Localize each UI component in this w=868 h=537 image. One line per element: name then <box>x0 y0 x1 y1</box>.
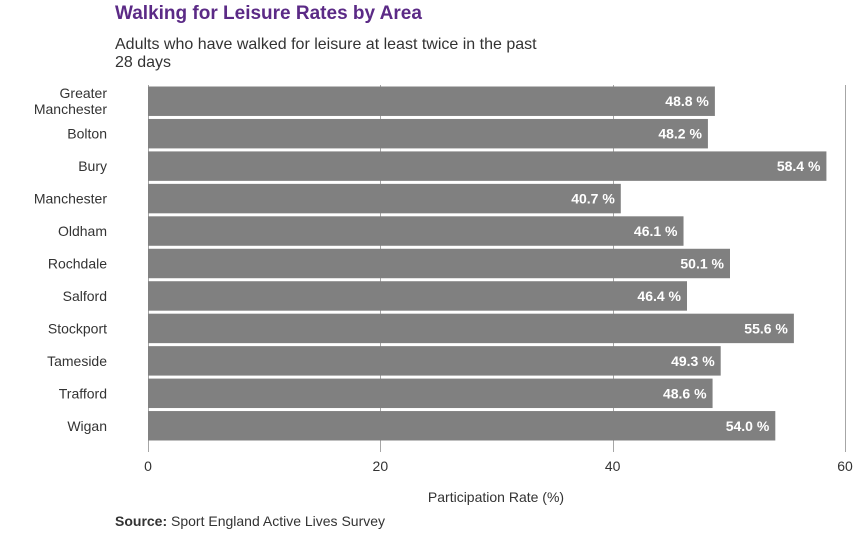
source-text: Sport England Active Lives Survey <box>167 513 386 529</box>
data-label: 58.4 % <box>777 158 821 174</box>
data-label: 48.6 % <box>663 385 707 401</box>
source-label: Source: <box>115 513 168 529</box>
x-tick-label: 40 <box>605 458 621 474</box>
x-axis-label: Participation Rate (%) <box>428 489 564 505</box>
bar <box>148 151 827 181</box>
bar <box>148 216 684 246</box>
category-label: Bolton <box>67 126 107 142</box>
category-label: Greater Manchester <box>34 85 107 117</box>
category-label: Tameside <box>47 353 107 369</box>
bar <box>148 248 730 279</box>
x-tick-label: 0 <box>144 458 152 474</box>
category-label: Oldham <box>58 223 107 239</box>
category-label: Manchester <box>34 191 107 207</box>
bar <box>148 118 708 149</box>
data-label: 40.7 % <box>571 191 615 207</box>
chart-title: Walking for Leisure Rates by Area <box>115 3 422 24</box>
x-tick-label: 20 <box>373 458 389 474</box>
category-label: Bury <box>78 158 107 174</box>
category-label: Trafford <box>59 385 107 401</box>
category-label: Rochdale <box>48 256 107 272</box>
bars: 48.8 % 48.2 % 58.4 % 40.7 % 46.1 % 50.1 % 46.4… <box>148 86 827 441</box>
source-note: Source: Sport England Active Lives Surve… <box>115 513 385 529</box>
x-tick-label: 60 <box>837 458 853 474</box>
bar <box>148 183 621 214</box>
data-label: 50.1 % <box>680 256 724 272</box>
bar <box>148 378 713 409</box>
category-label: Stockport <box>48 320 107 336</box>
data-label: 48.2 % <box>658 126 702 142</box>
data-label: 54.0 % <box>726 418 770 434</box>
category-label: Wigan <box>67 418 107 434</box>
data-label: 46.4 % <box>637 288 681 304</box>
bar <box>148 281 688 311</box>
data-label: 55.6 % <box>744 320 788 336</box>
x-tick-labels: 0 20 40 60 <box>144 458 853 474</box>
data-label: 49.3 % <box>671 353 715 369</box>
category-labels: Greater Manchester Bolton Bury Manchester Old… <box>34 85 107 434</box>
data-label: 46.1 % <box>634 223 678 239</box>
category-label: Salford <box>63 288 107 304</box>
bar <box>148 411 776 441</box>
bar <box>148 86 715 116</box>
bar <box>148 313 794 344</box>
chart-subtitle: Adults who have walked for leisure at le… <box>115 36 537 71</box>
bar <box>148 346 721 376</box>
data-label: 48.8 % <box>665 93 709 109</box>
